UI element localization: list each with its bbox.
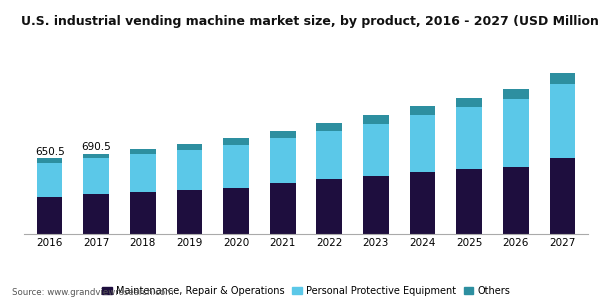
Bar	[176, 144, 202, 150]
Bar	[83, 154, 109, 158]
Bar	[316, 131, 342, 179]
Bar	[457, 169, 482, 234]
Bar	[316, 179, 342, 234]
Bar	[223, 138, 249, 145]
Bar	[130, 192, 155, 234]
Bar	[270, 183, 296, 234]
Bar	[503, 167, 529, 234]
Bar	[363, 124, 389, 176]
Bar	[457, 98, 482, 107]
Bar	[270, 138, 296, 183]
Bar	[130, 154, 155, 192]
Bar	[316, 123, 342, 131]
Bar	[130, 149, 155, 155]
Bar	[176, 150, 202, 190]
Bar	[176, 190, 202, 234]
Text: 650.5: 650.5	[35, 147, 65, 157]
Text: U.S. industrial vending machine market size, by product, 2016 - 2027 (USD Millio: U.S. industrial vending machine market s…	[21, 14, 600, 28]
Bar	[457, 107, 482, 169]
Bar	[550, 158, 575, 234]
Bar	[550, 73, 575, 84]
Text: 690.5: 690.5	[82, 142, 111, 152]
Bar	[410, 106, 436, 116]
Bar	[223, 188, 249, 234]
Bar	[270, 131, 296, 138]
Bar	[83, 194, 109, 234]
Bar	[503, 99, 529, 166]
Bar	[410, 116, 436, 172]
Bar	[37, 197, 62, 234]
Bar	[363, 115, 389, 124]
Bar	[550, 84, 575, 158]
Bar	[37, 158, 62, 163]
Bar	[410, 172, 436, 234]
Legend: Maintenance, Repair & Operations, Personal Protective Equipment, Others: Maintenance, Repair & Operations, Person…	[98, 282, 514, 300]
Bar	[503, 89, 529, 99]
Bar	[363, 176, 389, 234]
Bar	[223, 145, 249, 188]
Bar	[83, 158, 109, 194]
Bar	[37, 163, 62, 197]
Text: Source: www.grandviewresearch.com: Source: www.grandviewresearch.com	[12, 288, 173, 297]
